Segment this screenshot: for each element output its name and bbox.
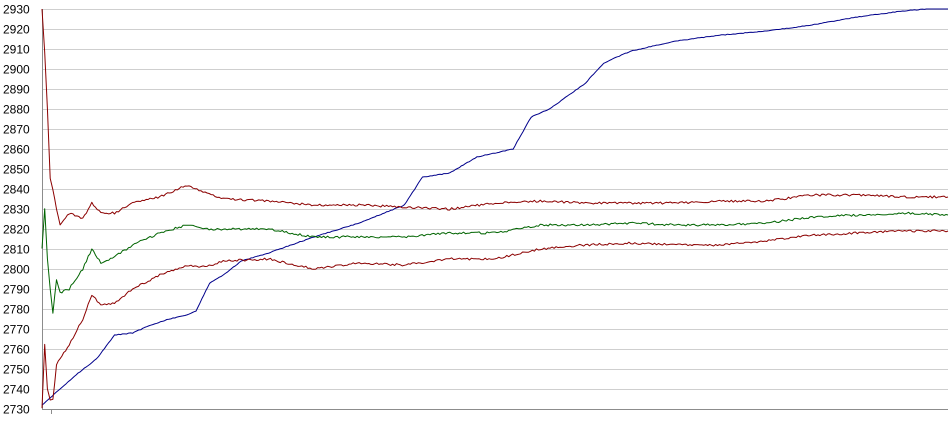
y-tick-label: 2790: [3, 283, 30, 297]
y-tick-label: 2780: [3, 303, 30, 317]
y-tick-label: 2880: [3, 103, 30, 117]
y-tick-label: 2760: [3, 343, 30, 357]
series-line-2: [41, 8, 949, 226]
y-tick-label: 2750: [3, 363, 30, 377]
y-tick-label: 2730: [3, 403, 30, 417]
axes: [42, 9, 948, 414]
series-line-1: [41, 8, 948, 406]
y-tick-label: 2900: [3, 63, 30, 77]
y-tick-label: 2920: [3, 23, 30, 37]
grid-lines: [42, 9, 948, 410]
y-tick-label: 2930: [3, 3, 30, 17]
y-tick-label: 2830: [3, 203, 30, 217]
y-tick-label: 2800: [3, 263, 30, 277]
series-line-3: [41, 208, 949, 314]
y-tick-label: 2840: [3, 183, 30, 197]
y-tick-label: 2860: [3, 143, 30, 157]
y-tick-label: 2850: [3, 163, 30, 177]
y-axis-tick-labels: 2930 2920 2910 2900 2890 2880 2870 2860 2850 2840…: [3, 3, 30, 417]
y-tick-label: 2890: [3, 83, 30, 97]
series-lines: [41, 8, 949, 409]
y-tick-label: 2810: [3, 243, 30, 257]
y-tick-label: 2820: [3, 223, 30, 237]
y-tick-label: 2910: [3, 43, 30, 57]
series-line-4: [41, 229, 949, 409]
y-tick-label: 2740: [3, 383, 30, 397]
y-tick-label: 2770: [3, 323, 30, 337]
y-tick-label: 2870: [3, 123, 30, 137]
